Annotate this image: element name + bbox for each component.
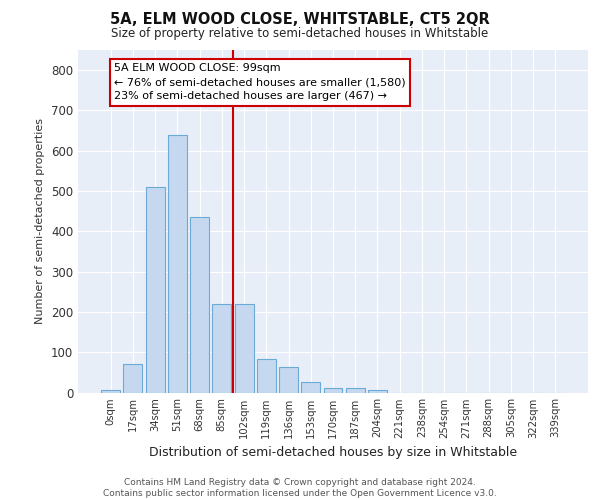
Text: 5A ELM WOOD CLOSE: 99sqm
← 76% of semi-detached houses are smaller (1,580)
23% o: 5A ELM WOOD CLOSE: 99sqm ← 76% of semi-d… <box>114 63 406 101</box>
Bar <box>168 134 187 392</box>
X-axis label: Distribution of semi-detached houses by size in Whitstable: Distribution of semi-detached houses by … <box>149 446 517 459</box>
Bar <box>257 360 276 392</box>
Y-axis label: Number of semi-detached properties: Number of semi-detached properties <box>35 118 46 324</box>
Bar <box>235 304 254 392</box>
Text: 5A, ELM WOOD CLOSE, WHITSTABLE, CT5 2QR: 5A, ELM WOOD CLOSE, WHITSTABLE, CT5 2QR <box>110 12 490 28</box>
Bar <box>124 364 142 392</box>
Bar <box>101 390 120 392</box>
Bar <box>368 390 387 392</box>
Bar <box>323 388 343 392</box>
Bar <box>279 367 298 392</box>
Bar <box>301 382 320 392</box>
Bar <box>212 304 231 392</box>
Bar <box>346 388 365 392</box>
Bar <box>146 187 164 392</box>
Bar <box>190 217 209 392</box>
Text: Contains HM Land Registry data © Crown copyright and database right 2024.
Contai: Contains HM Land Registry data © Crown c… <box>103 478 497 498</box>
Text: Size of property relative to semi-detached houses in Whitstable: Size of property relative to semi-detach… <box>112 28 488 40</box>
